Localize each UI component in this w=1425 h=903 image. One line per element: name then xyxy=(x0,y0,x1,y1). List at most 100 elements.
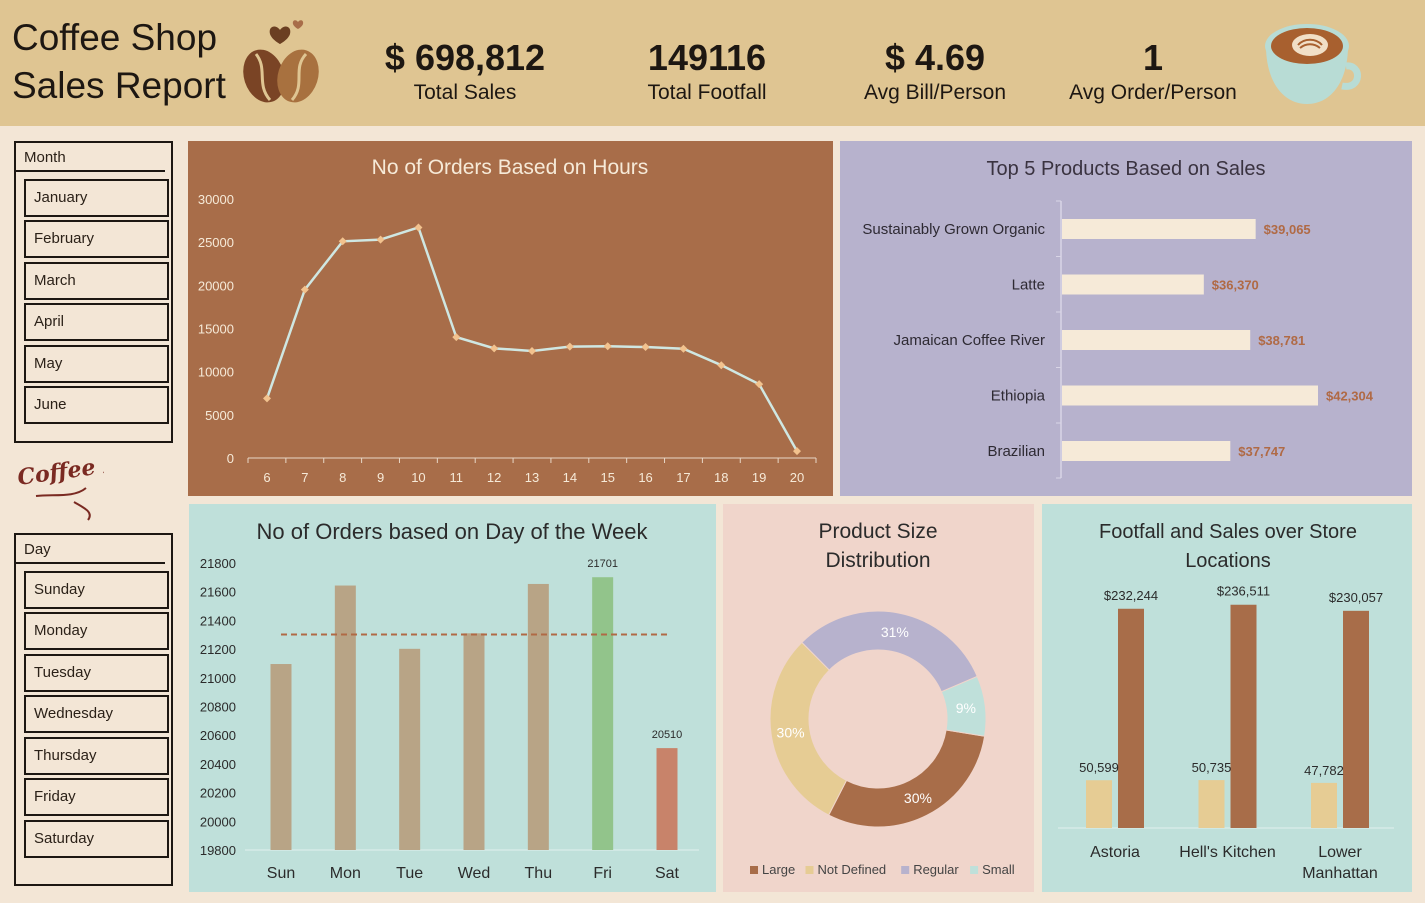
data-label: 47,782 xyxy=(1304,763,1344,778)
kpi-label: Avg Order/Person xyxy=(1069,81,1237,104)
data-label: $38,781 xyxy=(1258,333,1305,348)
legend-label: Regular xyxy=(913,862,959,877)
data-point xyxy=(603,342,612,351)
day-button-monday[interactable]: Monday xyxy=(24,612,169,650)
x-tick-label: 10 xyxy=(411,470,425,485)
day-slicer: Day Sunday Monday Tuesday Wednesday Thur… xyxy=(14,533,173,886)
y-tick-label: 10000 xyxy=(198,365,234,380)
chart-title: Locations xyxy=(1185,550,1271,572)
kpi-total-sales: $ 698,812 Total Sales xyxy=(370,36,560,106)
title-line-1: Coffee Shop xyxy=(12,17,218,58)
month-button-february[interactable]: February xyxy=(24,220,169,258)
data-label: $232,244 xyxy=(1104,588,1158,603)
month-button-june[interactable]: June xyxy=(24,386,169,424)
slice-label: 31% xyxy=(881,624,909,640)
y-tick-label: 21200 xyxy=(200,642,236,657)
chart-title: Distribution xyxy=(825,549,930,572)
kpi-total-footfall: 149116 Total Footfall xyxy=(612,36,802,106)
kpi-label: Total Sales xyxy=(413,81,517,104)
day-bar xyxy=(592,577,614,850)
x-tick-label: 9 xyxy=(377,470,384,485)
page-title: Coffee Shop Sales Report xyxy=(12,14,226,110)
products-bar-chart: Top 5 Products Based on Sales Sustainably… xyxy=(862,158,1374,479)
legend-swatch xyxy=(805,866,814,874)
x-tick-label: Sun xyxy=(267,865,295,882)
product-bar xyxy=(1062,441,1231,461)
category-label: Brazilian xyxy=(987,443,1045,460)
data-point xyxy=(565,342,574,351)
day-bar xyxy=(399,648,421,850)
kpi-label: Total Footfall xyxy=(647,81,767,104)
product-bar xyxy=(1062,330,1251,350)
data-point xyxy=(263,394,271,403)
day-button-wednesday[interactable]: Wednesday xyxy=(24,695,169,733)
kpi-avg-bill: $ 4.69 Avg Bill/Person xyxy=(840,36,1030,106)
header-bar: Coffee Shop Sales Report $ 698,812 Total… xyxy=(0,0,1425,126)
data-label: $230,057 xyxy=(1329,590,1383,605)
legend-label: Not Defined xyxy=(818,862,887,877)
month-button-january[interactable]: January xyxy=(24,179,169,217)
data-point xyxy=(338,237,347,246)
kpi-value: $ 698,812 xyxy=(384,37,546,78)
y-tick-label: 25000 xyxy=(198,235,234,250)
coffee-cup-icon xyxy=(1265,24,1361,104)
x-tick-label: 14 xyxy=(563,470,577,485)
chart-title: Footfall and Sales over Store xyxy=(1099,521,1357,543)
x-tick-label: Wed xyxy=(458,865,491,882)
kpi-value: $ 4.69 xyxy=(884,37,986,78)
slice-label: 9% xyxy=(956,700,976,716)
slice-label: 30% xyxy=(904,790,932,806)
slice-regular xyxy=(801,610,978,693)
day-bar xyxy=(270,664,292,850)
data-point xyxy=(755,380,764,389)
orders-line xyxy=(265,225,799,452)
day-button-sunday[interactable]: Sunday xyxy=(24,571,169,609)
product-bar xyxy=(1062,219,1256,239)
x-tick-label: 19 xyxy=(752,470,766,485)
y-tick-label: 20000 xyxy=(198,278,234,293)
category-label: Latte xyxy=(1012,277,1045,294)
x-tick-label: 17 xyxy=(676,470,690,485)
y-tick-label: 21000 xyxy=(200,671,236,686)
month-button-april[interactable]: April xyxy=(24,303,169,341)
y-tick-label: 20200 xyxy=(200,786,236,801)
coffee-day-logo: Coffee Day xyxy=(16,448,104,521)
day-button-tuesday[interactable]: Tuesday xyxy=(24,654,169,692)
kpi-label: Avg Bill/Person xyxy=(863,81,1007,104)
data-label: 50,599 xyxy=(1079,760,1119,775)
y-tick-label: 15000 xyxy=(198,322,234,337)
legend-swatch xyxy=(750,866,758,874)
y-tick-label: 30000 xyxy=(198,192,234,207)
y-tick-label: 19800 xyxy=(200,843,236,858)
month-button-may[interactable]: May xyxy=(24,345,169,383)
chart-title: No of Orders Based on Hours xyxy=(372,156,649,179)
day-button-friday[interactable]: Friday xyxy=(24,778,169,816)
data-point xyxy=(717,361,726,370)
data-label: 50,735 xyxy=(1192,760,1232,775)
month-button-march[interactable]: March xyxy=(24,262,169,300)
day-bar xyxy=(656,748,678,850)
day-button-saturday[interactable]: Saturday xyxy=(24,820,169,858)
x-tick-label: Mon xyxy=(330,865,361,882)
data-point xyxy=(793,447,801,456)
y-tick-label: 21400 xyxy=(200,613,236,628)
day-bar xyxy=(334,585,356,850)
coffee-beans-icon xyxy=(243,20,319,103)
data-point xyxy=(490,344,499,353)
y-tick-label: 21800 xyxy=(200,556,236,571)
x-tick-label: 16 xyxy=(638,470,652,485)
slice-not-defined xyxy=(769,641,848,816)
size-donut-chart: Product Size Distribution 30% 30% 31% 9% Large… xyxy=(750,520,1015,877)
y-tick-label: 5000 xyxy=(205,408,234,423)
y-tick-label: 20400 xyxy=(200,757,236,772)
footfall-bar xyxy=(1198,780,1225,828)
data-point xyxy=(414,223,423,232)
footfall-bar xyxy=(1311,782,1337,828)
x-tick-label: 8 xyxy=(339,470,346,485)
day-button-thursday[interactable]: Thursday xyxy=(24,737,169,775)
day-bar xyxy=(527,583,549,850)
chart-title: No of Orders based on Day of the Week xyxy=(257,519,649,544)
data-label: $236,511 xyxy=(1217,584,1270,599)
x-tick-label: 15 xyxy=(600,470,614,485)
title-line-2: Sales Report xyxy=(12,65,226,106)
